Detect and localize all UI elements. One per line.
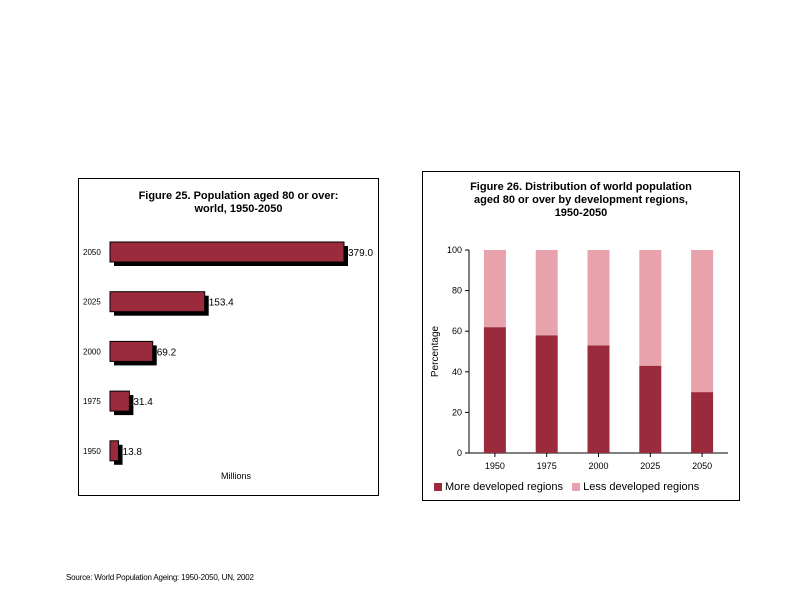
legend-label-less-developed: Less developed regions [583,481,700,493]
y-tick-label-40: 40 [452,367,462,377]
category-label-2000: 2000 [83,347,101,356]
value-label-2050: 379.0 [348,248,373,259]
value-label-2000: 69.2 [157,347,177,358]
bar-more-2025 [639,365,662,453]
figure-26-chart: 0 20 40 60 80 100 Percentage 1950 1975 2000 2025 20… [430,245,728,471]
bar-more-2050 [691,392,714,453]
category-label-1950: 1950 [83,447,101,456]
bar-less-2025 [639,250,662,366]
source-note: Source: World Population Ageing: 1950-20… [66,573,254,582]
bar-less-1950 [483,250,506,328]
y-tick-label-80: 80 [452,286,462,296]
x-tick-label-1950: 1950 [485,461,505,471]
x-tick-label-2050: 2050 [692,461,712,471]
figure-25-title-line-2: world, 1950-2050 [194,203,283,215]
legend-item-less-developed: Less developed regions [572,481,699,493]
figure-25-chart: 2050 379.0 2025 153.4 2000 69.2 1975 31.4 1950 13… [83,241,373,481]
category-label-1975: 1975 [83,397,101,406]
figure-26-title: Figure 26. Distribution of world populat… [423,181,739,220]
x-tick-label-2000: 2000 [588,461,608,471]
value-label-2025: 153.4 [209,298,234,309]
bar-less-2050 [691,250,714,393]
category-label-2025: 2025 [83,298,101,307]
bar-more-2000 [587,345,610,453]
y-axis-label: Percentage [430,325,441,377]
bar-1975 [109,390,130,412]
y-tick-label-0: 0 [457,448,462,458]
x-axis-label: Millions [221,471,252,481]
bar-2050 [109,241,345,263]
y-tick-label-100: 100 [447,245,462,255]
figure-25-title: Figure 25. Population aged 80 or over: w… [79,190,378,216]
bar-less-2000 [587,250,610,346]
bar-2025 [109,291,206,313]
value-label-1975: 31.4 [133,397,153,408]
bar-1950 [109,440,120,462]
figure-26-panel: Figure 26. Distribution of world populat… [422,171,740,501]
x-tick-label-2025: 2025 [640,461,660,471]
y-tick-label-20: 20 [452,407,462,417]
figure-25-panel: Figure 25. Population aged 80 or over: w… [78,178,379,496]
bar-2000 [109,340,154,362]
bar-more-1975 [535,335,558,453]
value-label-1950: 13.8 [123,447,143,458]
figure-26-title-line-3: 1950-2050 [554,207,608,219]
legend-label-more-developed: More developed regions [445,481,564,493]
bar-more-1950 [483,327,506,453]
bar-less-1975 [535,250,558,336]
legend-swatch-more-developed [434,483,442,492]
figure-26-legend: More developed regions Less developed re… [434,481,705,493]
figure-25-title-line-1: Figure 25. Population aged 80 or over: [138,190,339,202]
legend-item-more-developed: More developed regions [434,481,563,493]
figure-26-title-line-2: aged 80 or over by development regions, [474,194,688,206]
x-tick-label-1975: 1975 [537,461,557,471]
category-label-2050: 2050 [83,248,101,257]
figure-26-title-line-1: Figure 26. Distribution of world populat… [470,181,692,193]
legend-swatch-less-developed [572,483,581,492]
y-tick-label-60: 60 [452,326,462,336]
